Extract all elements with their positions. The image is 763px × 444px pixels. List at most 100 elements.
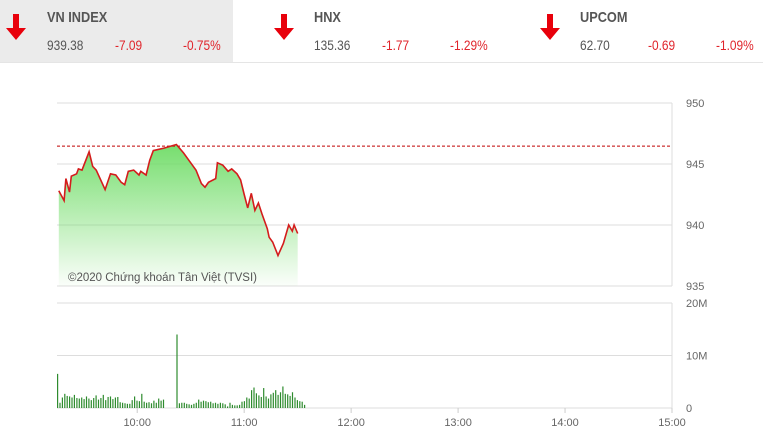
volume-bar — [227, 406, 229, 408]
price-tick-label: 940 — [686, 220, 704, 232]
volume-bar — [100, 398, 102, 408]
volume-bar — [275, 390, 277, 408]
volume-bar — [71, 397, 73, 408]
arrow-down-icon — [540, 14, 560, 40]
volume-bar — [243, 401, 245, 408]
ticker-name: UPCOM — [580, 9, 628, 26]
volume-bar — [73, 394, 75, 408]
volume-bar — [255, 393, 257, 408]
volume-bar — [150, 403, 153, 408]
volume-bar — [107, 396, 109, 408]
volume-bar — [181, 402, 183, 408]
volume-bar — [176, 334, 178, 408]
volume-bar — [291, 392, 294, 408]
volume-bar — [289, 395, 291, 408]
volume-bar — [97, 399, 100, 408]
volume-bar — [158, 398, 160, 408]
volume-bar — [124, 403, 126, 408]
volume-tick-label: 10M — [686, 351, 707, 363]
volume-bar — [253, 387, 255, 408]
volume-bar — [229, 402, 231, 408]
volume-bar — [219, 402, 221, 408]
volume-bar — [190, 404, 193, 408]
volume-bar — [134, 396, 136, 408]
volume-bar — [212, 403, 214, 408]
volume-bar — [69, 396, 71, 408]
ticker-upcom[interactable]: UPCOM 62.70 -0.69 -1.09% — [534, 0, 763, 62]
x-tick-label: 13:00 — [444, 417, 472, 429]
volume-bar — [217, 403, 219, 408]
volume-bar — [112, 399, 114, 408]
volume-bar — [114, 397, 116, 408]
volume-bar — [207, 402, 209, 408]
volume-bar — [260, 396, 262, 408]
volume-bar — [126, 403, 128, 408]
volume-bar — [95, 395, 97, 408]
watermark: ©2020 Chứng khoán Tân Việt (TVSI) — [68, 272, 257, 284]
volume-bar — [57, 373, 59, 408]
volume-bar — [88, 398, 90, 408]
volume-bar — [224, 404, 226, 408]
volume-bar — [85, 396, 88, 408]
volume-bar — [61, 397, 63, 408]
ticker-vn-index[interactable]: VN INDEX 939.38 -7.09 -0.75% — [0, 0, 233, 62]
volume-bar — [109, 396, 112, 408]
volume-bar — [186, 403, 188, 408]
volume-bar — [188, 404, 190, 408]
volume-bar — [277, 394, 279, 408]
volume-bar — [284, 393, 286, 408]
x-tick-label: 12:00 — [337, 417, 365, 429]
volume-bar — [270, 394, 272, 408]
ticker-value: 135.36 — [314, 37, 351, 53]
volume-bar — [299, 401, 301, 408]
volume-bar — [64, 393, 66, 408]
volume-bar — [258, 395, 260, 408]
volume-bar — [198, 399, 200, 408]
x-tick-label: 10:00 — [123, 417, 151, 429]
arrow-down-icon — [274, 14, 294, 40]
ticker-value: 939.38 — [47, 37, 84, 53]
volume-bar — [200, 401, 202, 408]
volume-bar — [265, 396, 267, 408]
volume-bar — [183, 402, 185, 408]
volume-bar — [122, 402, 124, 408]
volume-bar — [239, 404, 241, 408]
ticker-value: 62.70 — [580, 37, 610, 53]
volume-bar — [143, 401, 145, 408]
volume-bar — [59, 402, 61, 408]
price-line — [58, 143, 299, 258]
volume-bar — [236, 405, 238, 408]
volume-bar — [90, 400, 92, 408]
arrow-down-icon — [6, 14, 26, 40]
volume-bar — [178, 403, 180, 408]
volume-bar — [263, 388, 265, 408]
volume-bar — [78, 398, 80, 408]
volume-bar — [160, 400, 162, 408]
volume-bar — [296, 400, 298, 408]
volume-bar — [102, 394, 104, 408]
volume-bar — [105, 400, 107, 408]
volume-bar — [279, 392, 282, 408]
volume-bar — [136, 400, 138, 408]
price-tick-label: 935 — [686, 281, 704, 293]
volume-bar — [66, 395, 68, 408]
volume-bar — [246, 397, 248, 408]
ticker-hnx[interactable]: HNX 135.36 -1.77 -1.29% — [268, 0, 501, 62]
volume-tick-label: 20M — [686, 298, 707, 310]
volume-bar — [267, 398, 270, 408]
volume-bar — [93, 398, 95, 408]
x-tick-label: 14:00 — [551, 417, 579, 429]
ticker-change: -0.69 — [648, 37, 676, 53]
ticker-change: -1.77 — [382, 37, 410, 53]
ticker-percent: -1.29% — [450, 37, 488, 53]
volume-bar — [76, 398, 78, 408]
volume-bar — [81, 397, 83, 408]
volume-bar — [214, 402, 217, 408]
volume-bar — [241, 401, 243, 408]
volume-bar — [210, 401, 212, 408]
divider — [0, 62, 763, 63]
volume-bar — [195, 402, 197, 408]
x-tick-label: 11:00 — [231, 417, 258, 429]
ticker-percent: -1.09% — [716, 37, 754, 53]
